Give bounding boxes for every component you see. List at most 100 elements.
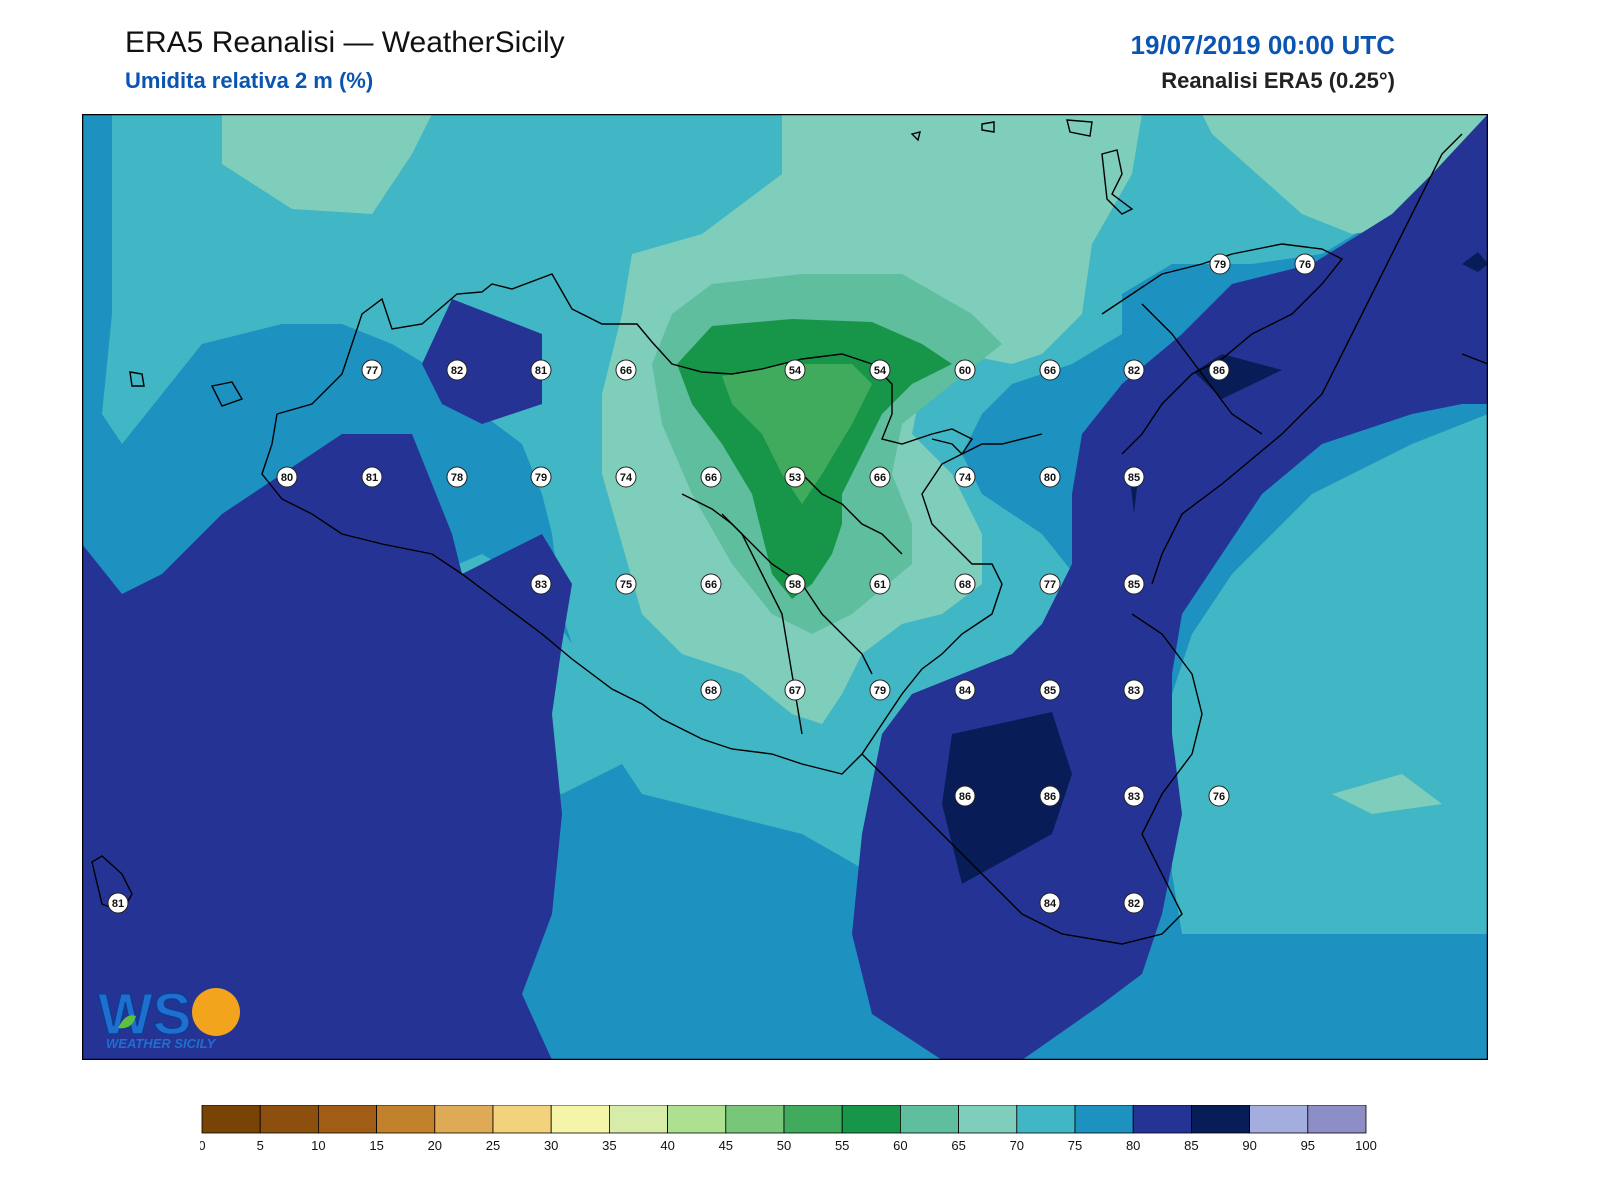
colorbar-tick-label: 35 [602,1138,616,1153]
value-marker-label: 79 [874,685,886,697]
value-marker: 79 [869,679,891,701]
value-marker: 61 [869,573,891,595]
value-marker: 66 [869,466,891,488]
colorbar-tick-label: 30 [544,1138,558,1153]
colorbar-tick-label: 95 [1301,1138,1315,1153]
value-marker: 81 [530,359,552,381]
value-marker-label: 86 [1044,791,1056,803]
field-90-95-south [942,712,1072,884]
value-markers: 79 76 77 82 81 66 54 54 60 66 82 86 80 81 78 79 74 66 53 66… [107,253,1316,914]
value-marker: 84 [954,679,976,701]
field-85-90-west [82,434,572,1060]
value-marker: 86 [1208,359,1230,381]
value-marker: 54 [869,359,891,381]
southern-coast [861,613,1203,945]
map-frame [82,114,1488,1060]
value-marker: 85 [1123,466,1145,488]
value-marker-circle [700,466,722,488]
colorbar-tick-label: 85 [1184,1138,1198,1153]
logo-initials: WS [98,982,191,1047]
value-marker: 75 [615,573,637,595]
value-marker-label: 83 [1128,791,1140,803]
field-55-60 [722,364,872,504]
colorbar-tick-label: 0 [200,1138,206,1153]
value-marker-circle [1123,359,1145,381]
boundary-1 [681,493,873,675]
colorbar-cell [958,1105,1018,1134]
apulia-inner [1461,353,1488,365]
value-marker-label: 85 [1128,472,1140,484]
logo-leaf-icon [118,1015,136,1029]
value-marker-circle [784,679,806,701]
value-marker-label: 85 [1128,579,1140,591]
logo-text: WEATHER SICILY [106,1036,217,1051]
value-marker-label: 82 [451,365,463,377]
colorbar-cell [667,1105,727,1134]
value-marker-label: 67 [789,685,801,697]
value-marker-circle [700,679,722,701]
value-marker-label: 53 [789,472,801,484]
value-marker: 80 [276,466,298,488]
value-marker-label: 86 [959,791,971,803]
value-marker-circle [615,359,637,381]
colorbar-cell [550,1105,610,1134]
value-marker-label: 83 [1128,685,1140,697]
value-marker-circle [1209,253,1231,275]
colorbar-tick-label: 25 [486,1138,500,1153]
value-marker-circle [869,679,891,701]
value-marker-label: 61 [874,579,886,591]
value-marker-circle [784,466,806,488]
value-marker-circle [954,679,976,701]
value-marker-label: 79 [535,472,547,484]
colorbar-cell [1132,1105,1192,1134]
value-marker: 82 [1123,359,1145,381]
colorbar-tick-label: 45 [719,1138,733,1153]
value-marker: 58 [784,573,806,595]
value-marker-circle [1039,466,1061,488]
colorbar-cell [1249,1105,1309,1134]
colorbar-cell [1191,1105,1251,1134]
value-marker-circle [1123,892,1145,914]
colorbar-cell [201,1105,261,1134]
value-marker-circle [1208,359,1230,381]
value-marker-circle [954,573,976,595]
field-70-75-east-small [1332,774,1442,814]
colorbar-cell [492,1105,552,1134]
value-marker-circle [615,466,637,488]
value-marker: 76 [1294,253,1316,275]
value-marker-label: 75 [620,579,632,591]
value-marker: 74 [615,466,637,488]
value-marker-circle [446,359,468,381]
value-marker-label: 82 [1128,898,1140,910]
value-marker: 81 [107,892,129,914]
value-marker-circle [361,466,383,488]
value-marker-circle [1039,785,1061,807]
colorbar-cell [1016,1105,1076,1134]
logo-sun-icon [192,988,240,1036]
value-marker: 81 [361,466,383,488]
field-85-90-nwpatch [422,299,542,424]
value-marker-circle [1294,253,1316,275]
colorbar-tick-label: 5 [257,1138,264,1153]
value-marker-circle [1039,679,1061,701]
value-marker-label: 66 [1044,365,1056,377]
value-marker-label: 81 [366,472,378,484]
value-marker-label: 74 [959,472,972,484]
map-subtitle: Umidita relativa 2 m (%) [125,68,374,93]
value-marker-circle [1123,466,1145,488]
colorbar-cell [783,1105,843,1134]
map-title: ERA5 Reanalisi — WeatherSicily [125,26,565,59]
colorbar-cell [376,1105,436,1134]
value-marker-circle [869,573,891,595]
value-marker-circle [700,573,722,595]
value-marker: 84 [1039,892,1061,914]
colorbar-cell [434,1105,494,1134]
value-marker-circle [530,466,552,488]
value-marker-circle [615,573,637,595]
value-marker-circle [107,892,129,914]
calabria-coast [1101,243,1344,455]
value-marker-circle [954,466,976,488]
value-marker-circle [1039,359,1061,381]
colorbar-ticks: 0 5 10 15 20 25 30 35 40 45 50 55 60 65 70 75 80 85 90 95 10… [200,1138,1377,1153]
colorbar-cell [1307,1105,1367,1134]
